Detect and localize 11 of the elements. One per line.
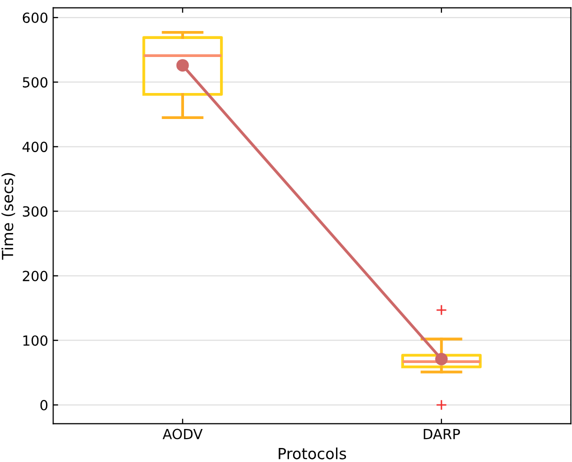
y-tick-label: 0 xyxy=(40,400,48,410)
x-tick-label: AODV xyxy=(162,428,203,440)
y-tick-label: 100 xyxy=(23,335,48,346)
y-tick-label: 600 xyxy=(22,12,48,24)
x-axis-title: Protocols xyxy=(278,448,346,460)
x-tick-label: DARP xyxy=(424,428,460,440)
y-tick-label: 500 xyxy=(22,77,48,88)
y-tick-label: 400 xyxy=(22,142,48,152)
y-tick-label: 300 xyxy=(22,206,48,217)
y-axis-title: Time (secs) xyxy=(1,173,16,260)
y-tick-label: 200 xyxy=(22,270,48,282)
